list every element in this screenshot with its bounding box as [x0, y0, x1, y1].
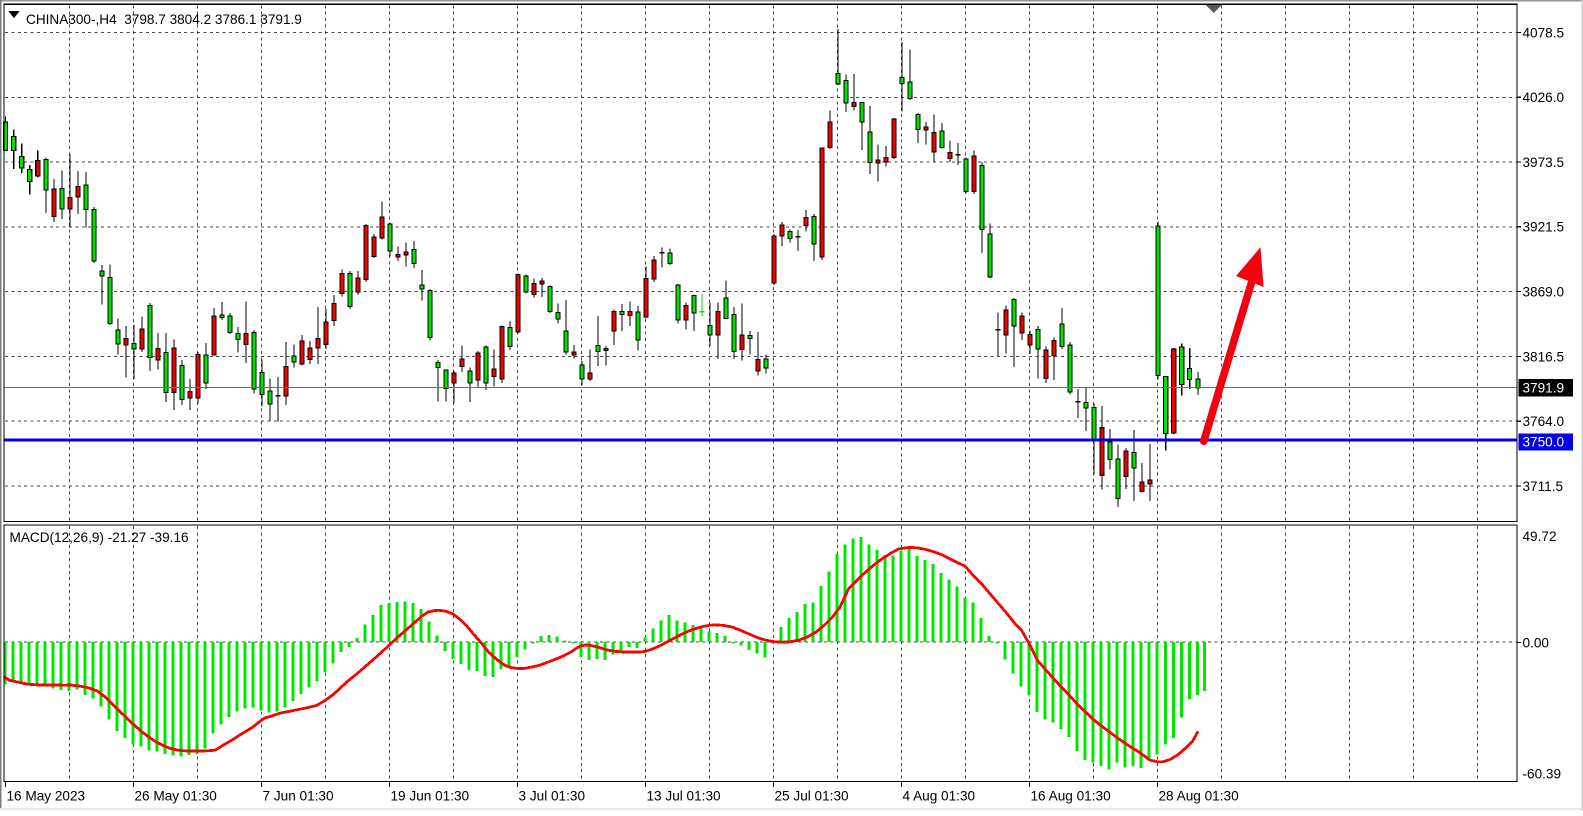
svg-text:49.72: 49.72 — [1523, 529, 1557, 544]
svg-text:16 May 2023: 16 May 2023 — [7, 789, 86, 804]
svg-text:3764.0: 3764.0 — [1523, 414, 1565, 429]
svg-text:3750.0: 3750.0 — [1523, 435, 1565, 450]
svg-text:3816.5: 3816.5 — [1523, 349, 1565, 364]
svg-text:3791.9: 3791.9 — [1523, 381, 1565, 396]
svg-text:28 Aug 01:30: 28 Aug 01:30 — [1159, 789, 1240, 804]
svg-text:4 Aug 01:30: 4 Aug 01:30 — [903, 789, 976, 804]
svg-text:13 Jul 01:30: 13 Jul 01:30 — [647, 789, 722, 804]
svg-text:25 Jul 01:30: 25 Jul 01:30 — [775, 789, 850, 804]
svg-text:3711.5: 3711.5 — [1523, 479, 1564, 494]
svg-text:19 Jun 01:30: 19 Jun 01:30 — [391, 789, 470, 804]
svg-text:26 May 01:30: 26 May 01:30 — [135, 789, 218, 804]
svg-text:MACD(12,26,9) -21.27 -39.16: MACD(12,26,9) -21.27 -39.16 — [10, 530, 189, 545]
svg-text:3 Jul 01:30: 3 Jul 01:30 — [519, 789, 586, 804]
svg-text:3921.5: 3921.5 — [1523, 220, 1565, 235]
svg-text:-60.39: -60.39 — [1523, 767, 1562, 782]
svg-text:4078.5: 4078.5 — [1523, 25, 1565, 40]
svg-text:3869.0: 3869.0 — [1523, 285, 1565, 300]
svg-text:16 Aug 01:30: 16 Aug 01:30 — [1031, 789, 1112, 804]
svg-text:0.00: 0.00 — [1523, 635, 1550, 650]
svg-text:3973.5: 3973.5 — [1523, 155, 1565, 170]
svg-text:CHINA300-,H4 3798.7 3804.2 37: CHINA300-,H4 3798.7 3804.2 3786.1 3791.9 — [26, 12, 302, 27]
svg-text:4026.0: 4026.0 — [1523, 90, 1565, 105]
svg-text:7 Jun 01:30: 7 Jun 01:30 — [263, 789, 334, 804]
